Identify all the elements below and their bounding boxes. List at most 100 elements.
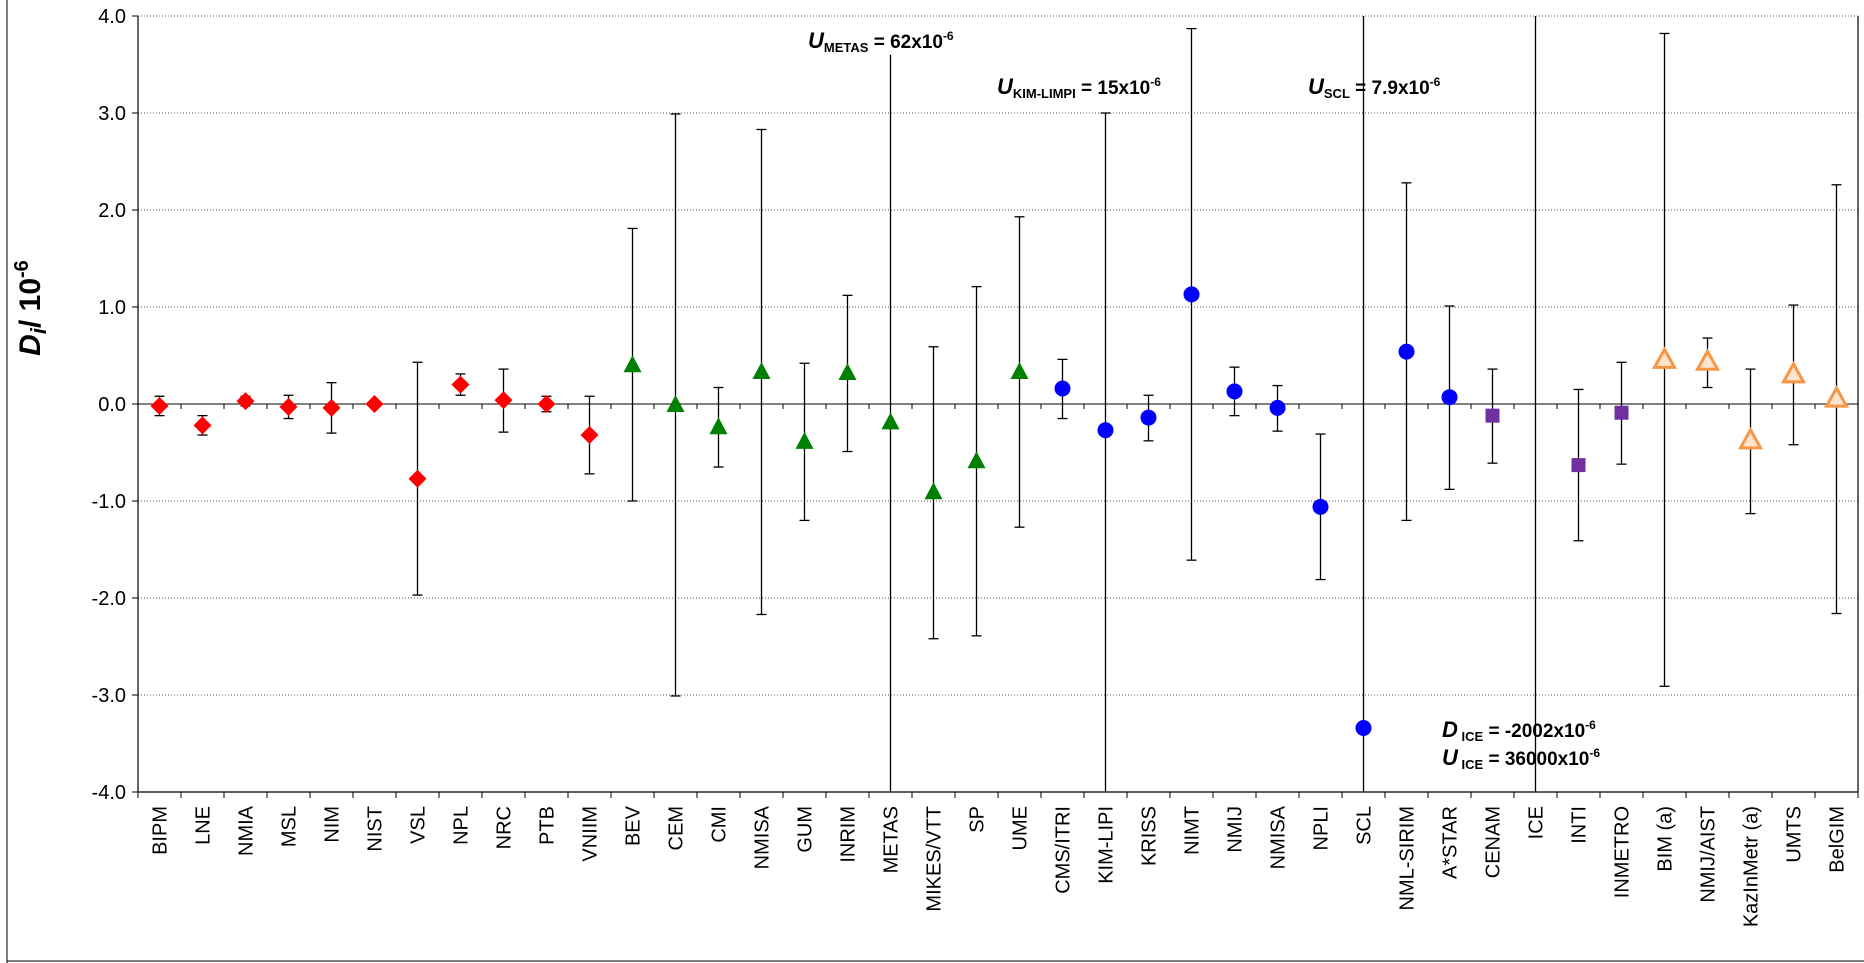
marker-diamond	[580, 426, 599, 445]
x-tick-label: NPL	[451, 806, 473, 845]
x-tick-label: KIM-LIPI	[1096, 806, 1118, 884]
marker-triangle	[881, 412, 900, 430]
x-tick-label: NIMT	[1182, 806, 1204, 855]
marker-diamond	[150, 396, 169, 415]
x-tick-label: VNIIM	[580, 806, 602, 862]
x-axis-labels: BIPM LNE NMIA MSL NIM NIST VSL NPL NRC PTB VNIIM BE…	[150, 805, 1849, 927]
marker-triangle-open	[1780, 360, 1807, 384]
marker-diamond	[279, 397, 298, 416]
annotations: UMETAS = 62x10-6 UKIM-LIMPI = 15x10-6 USCL…	[808, 28, 1600, 772]
marker-square	[1485, 408, 1500, 423]
y-tick-label: -1.0	[92, 491, 126, 513]
marker-triangle	[752, 361, 771, 379]
y-axis-title: Di/ 10-6	[11, 260, 51, 356]
marker-triangle	[967, 451, 986, 469]
x-tick-label: NMIJ/AIST	[1698, 806, 1720, 903]
x-tick-label: KazInMetr (a)	[1741, 806, 1763, 927]
x-tick-label: VSL	[408, 806, 430, 844]
marker-triangle-open	[1737, 426, 1764, 450]
marker-square	[1614, 405, 1629, 420]
annotation-u-kim-limpi: UKIM-LIMPI = 15x10-6	[997, 74, 1161, 101]
marker-diamond	[322, 398, 341, 417]
marker-circle	[1097, 422, 1114, 439]
marker-triangle-open	[1823, 385, 1850, 408]
marker-circle	[1355, 719, 1372, 736]
marker-triangle	[666, 394, 685, 412]
x-tick-label: BelGIM	[1827, 806, 1849, 873]
x-tick-label: GUM	[795, 806, 817, 853]
marker-circle	[1226, 383, 1243, 400]
x-tick-label: NML-SIRIM	[1397, 806, 1419, 910]
x-tick-label: PTB	[537, 806, 559, 845]
x-tick-label: SP	[967, 806, 989, 833]
y-tick-label: 2.0	[98, 200, 126, 222]
x-tick-label: NMISA	[752, 805, 774, 869]
x-axis-ticks	[137, 404, 1859, 798]
y-tick-label: 1.0	[98, 297, 126, 319]
x-tick-label: BIPM	[150, 806, 172, 855]
x-tick-label: UME	[1010, 806, 1032, 850]
marker-triangle	[709, 417, 728, 435]
x-tick-label: BEV	[623, 805, 645, 846]
marker-triangle	[924, 482, 943, 500]
marker-diamond	[494, 391, 513, 410]
marker-diamond	[451, 375, 470, 394]
x-tick-label: LNE	[193, 806, 215, 845]
x-tick-label: NRC	[494, 806, 516, 849]
y-tick-label: 0.0	[98, 394, 126, 416]
x-tick-label: INMETRO	[1612, 806, 1634, 898]
marker-triangle	[795, 431, 814, 449]
marker-triangle-open	[1694, 348, 1721, 371]
marker-diamond	[365, 395, 384, 413]
marker-circle	[1183, 286, 1200, 303]
marker-triangle	[838, 362, 857, 380]
marker-triangle	[1010, 361, 1029, 379]
marker-circle	[1312, 498, 1329, 515]
marker-diamond	[408, 469, 427, 488]
x-tick-label: NIST	[365, 806, 387, 852]
x-tick-label: INRIM	[838, 806, 860, 863]
marker-triangle	[623, 355, 642, 373]
x-tick-label: MSL	[279, 806, 301, 847]
x-tick-label: BIM (a)	[1655, 806, 1677, 872]
x-tick-label: A*STAR	[1440, 806, 1462, 879]
x-tick-label: NIM	[322, 806, 344, 843]
x-tick-label: CENAM	[1483, 806, 1505, 878]
marker-square	[1571, 458, 1586, 473]
x-tick-label: CEM	[666, 806, 688, 850]
y-tick-label: -3.0	[92, 685, 126, 707]
marker-circle	[1269, 399, 1286, 416]
annotation-u-metas: UMETAS = 62x10-6	[808, 28, 954, 55]
y-axis-label: Di/ 10-6	[11, 260, 51, 356]
x-tick-label: KRISS	[1139, 806, 1161, 866]
marker-circle	[1441, 389, 1458, 406]
x-tick-label: METAS	[881, 806, 903, 873]
y-tick-label: 3.0	[98, 103, 126, 125]
x-tick-label: SCL	[1354, 806, 1376, 845]
marker-triangle-open	[1651, 346, 1678, 369]
y-tick-label: -4.0	[92, 782, 126, 804]
data-markers	[150, 286, 1850, 736]
x-tick-label: NMIJ	[1225, 806, 1247, 853]
annotation-u-scl: USCL = 7.9x10-6	[1308, 74, 1441, 101]
annotation-u-ice: U ICE = 36000x10-6	[1442, 745, 1600, 772]
x-tick-label: NMISA	[1268, 805, 1290, 869]
marker-circle	[1140, 409, 1157, 426]
y-axis-ticks: 4.0 3.0 2.0 1.0 0.0 -1.0 -2.0 -3.0 -4.0	[92, 6, 138, 804]
x-tick-label: CMS/ITRI	[1053, 806, 1075, 894]
y-tick-label: 4.0	[98, 6, 126, 28]
marker-diamond	[537, 395, 556, 413]
y-tick-label: -2.0	[92, 588, 126, 610]
x-tick-label: NMIA	[236, 805, 258, 856]
marker-circle	[1054, 380, 1071, 397]
marker-diamond	[236, 392, 255, 411]
x-tick-label: CMI	[709, 806, 731, 843]
x-tick-label: NPLI	[1311, 806, 1333, 850]
x-tick-label: INTI	[1569, 806, 1591, 844]
annotation-d-ice: D ICE = -2002x10-6	[1442, 717, 1596, 744]
marker-diamond	[193, 416, 212, 435]
x-tick-label: UMTS	[1784, 806, 1806, 863]
x-tick-label: ICE	[1526, 806, 1548, 839]
marker-circle	[1398, 343, 1415, 360]
